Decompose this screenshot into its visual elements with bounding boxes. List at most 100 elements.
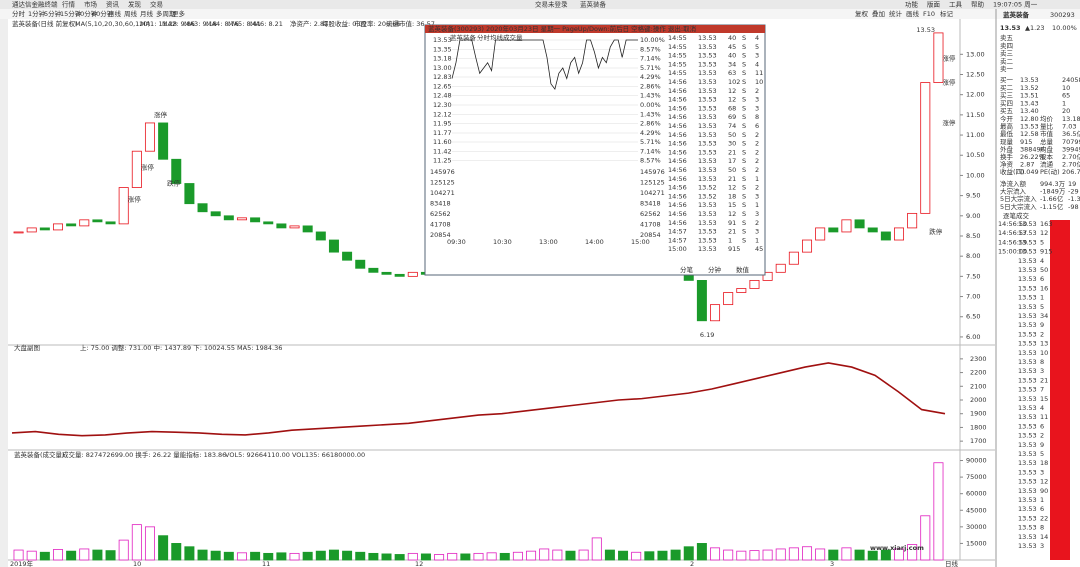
tick-cell: 14:56	[668, 78, 687, 86]
annotation: 跌停	[167, 179, 181, 188]
tick-cell: S	[742, 113, 746, 121]
tick-cell: 14:55	[668, 69, 687, 77]
flow-cell: -98	[1068, 203, 1079, 211]
period-button[interactable]: 多周期	[156, 9, 176, 18]
volume-bar	[434, 554, 445, 561]
tool-button[interactable]: 复权	[855, 9, 869, 18]
toolbar	[0, 9, 1080, 19]
volume-bar	[565, 550, 576, 561]
period-button[interactable]: 分时	[12, 9, 26, 18]
tick-cell: 14:55	[668, 43, 687, 51]
tick-cell: S	[742, 131, 746, 139]
tick-cell: 14:56	[668, 184, 687, 192]
book-cell: 1	[1062, 99, 1066, 107]
period-button[interactable]: 5分钟	[44, 9, 62, 18]
tick-cell: 21	[728, 175, 736, 183]
stat-cell: 2.70亿	[1062, 160, 1080, 169]
volume-bar	[854, 549, 865, 561]
menu-item[interactable]: 行情	[62, 0, 76, 9]
menu-item[interactable]: 版面	[927, 0, 941, 9]
tick-cell: 12	[728, 210, 736, 218]
vol-label: 83418	[640, 200, 661, 208]
period-button[interactable]: 日线	[108, 9, 122, 18]
stat-cell: 现量	[1000, 138, 1014, 146]
volume-bar	[236, 552, 247, 561]
menu-item[interactable]: 发现	[128, 0, 142, 9]
tick-cell: S	[742, 52, 746, 60]
menu-item[interactable]: 工具	[949, 1, 963, 9]
tool-button[interactable]: 标记	[940, 9, 954, 18]
tick-cell: 8	[1040, 358, 1044, 366]
change: ▲1.23	[1025, 24, 1044, 32]
menu-item[interactable]: 帮助	[971, 0, 985, 9]
period-button[interactable]: 周线	[124, 9, 138, 18]
period-button[interactable]: 30分钟	[76, 9, 98, 18]
popup-tab[interactable]: 分钟	[708, 265, 722, 274]
tool-button[interactable]: F10	[923, 10, 935, 18]
menu-item[interactable]: 通达信金融终端	[12, 0, 58, 9]
tick-cell: 13.53	[698, 43, 717, 51]
tick-cell: 4	[755, 34, 759, 42]
flow-cell: -1.35	[1068, 195, 1080, 203]
tick-cell: 14:56	[668, 104, 687, 112]
tick-cell: 13.53	[1018, 376, 1037, 384]
book-cell: 13.40	[1020, 107, 1039, 115]
book-cell: 24058	[1062, 76, 1080, 84]
ma-value: MA5: 8.41	[228, 20, 261, 28]
candle	[894, 227, 905, 241]
vol-label: 145976	[640, 168, 665, 176]
tick-cell: 3	[755, 52, 759, 60]
tick-cell: S	[742, 210, 746, 218]
popup-tab[interactable]: 均线	[490, 33, 504, 42]
menu-item[interactable]: 交易	[150, 0, 163, 9]
tool-button[interactable]: 画线	[906, 9, 920, 18]
menu-item[interactable]: 19:07:05 周一	[993, 1, 1038, 9]
tool-button[interactable]: 叠加	[872, 9, 885, 18]
tick-cell: 14:56	[668, 157, 687, 165]
info-text: 流通市值: 36.57	[386, 19, 435, 28]
candle	[263, 221, 274, 225]
period-button[interactable]: 更多	[172, 9, 186, 18]
menu-item[interactable]: 资讯	[106, 0, 120, 9]
tick-cell: 14:56	[668, 131, 687, 139]
period-button[interactable]: 月线	[140, 9, 154, 18]
volume-bar	[512, 551, 523, 561]
y-tick-label: 60000	[966, 490, 987, 498]
flow-cell: 净流入额	[1000, 179, 1027, 188]
candle	[880, 231, 891, 241]
tick-cell: 3	[755, 96, 759, 104]
popup-tab[interactable]: 分笔	[680, 265, 694, 274]
stat-cell: 均价	[1040, 114, 1054, 123]
tick-cell: S	[742, 69, 746, 77]
menu-item[interactable]: 市场	[84, 0, 98, 9]
ma-value: MA2: 9.86	[162, 20, 195, 28]
popup-tab[interactable]: 蓝英装备	[450, 33, 477, 42]
book-cell: 买三	[1000, 92, 1014, 100]
menu-item[interactable]: 功能	[905, 0, 919, 9]
tool-button[interactable]: 统计	[889, 9, 903, 18]
tick-cell: 14:56	[668, 148, 687, 156]
tick-cell: 34	[728, 60, 736, 68]
volume-bar	[197, 549, 208, 561]
tick-cell: 13.53	[1018, 303, 1037, 311]
popup-tab[interactable]: 成交量	[503, 33, 523, 42]
popup-tab[interactable]: 分时	[477, 33, 491, 42]
popup-tab[interactable]: 数值	[736, 265, 750, 274]
tick-cell: S	[742, 219, 746, 227]
stat-cell: 净资	[1000, 160, 1014, 169]
ma-value: MA6: 8.21	[250, 20, 283, 28]
period-button[interactable]: 60分钟	[92, 9, 114, 18]
volume-bar	[696, 543, 707, 561]
menu-center: 交易未登录	[535, 0, 568, 9]
candle	[328, 239, 339, 253]
y-tick-label: 9.00	[966, 212, 980, 220]
candle	[236, 217, 247, 221]
y-tick-label: 12.30	[433, 101, 452, 109]
tick-cell: 2	[755, 87, 759, 95]
period-button[interactable]: 15分钟	[60, 9, 82, 18]
tick-cell: 10	[1040, 349, 1048, 357]
y-tick-label: 12.00	[966, 91, 985, 99]
tick-cell: 4	[1040, 257, 1044, 265]
period-button[interactable]: 1分钟	[28, 9, 46, 18]
